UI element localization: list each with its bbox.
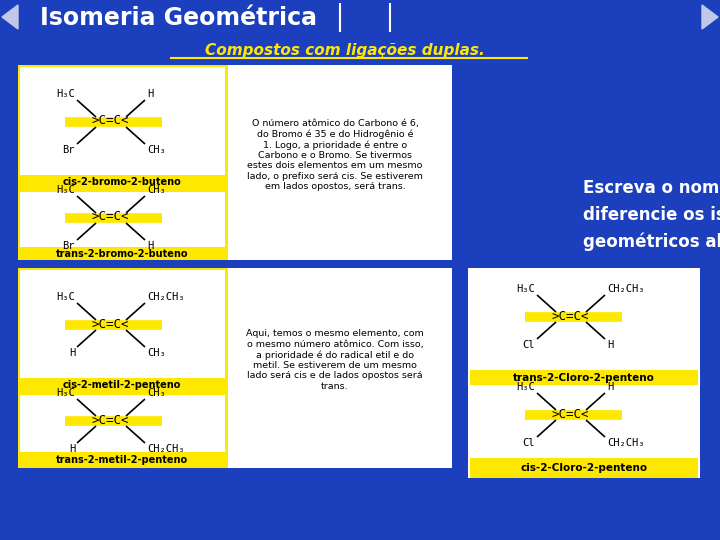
Text: H: H bbox=[68, 444, 75, 454]
Text: >C=C<: >C=C< bbox=[91, 318, 129, 330]
Text: Aqui, temos o mesmo elemento, com
o mesmo número atômico. Com isso,
a prioridade: Aqui, temos o mesmo elemento, com o mesm… bbox=[246, 329, 424, 391]
Text: H: H bbox=[607, 382, 613, 392]
Text: H₃C: H₃C bbox=[56, 292, 75, 302]
FancyBboxPatch shape bbox=[20, 395, 225, 460]
Text: CH₃: CH₃ bbox=[147, 145, 166, 155]
Text: CH₃: CH₃ bbox=[147, 185, 166, 195]
Text: CH₃: CH₃ bbox=[147, 388, 166, 398]
Text: H: H bbox=[607, 340, 613, 350]
Text: >C=C<: >C=C< bbox=[91, 414, 129, 427]
FancyBboxPatch shape bbox=[470, 458, 698, 478]
FancyBboxPatch shape bbox=[20, 192, 225, 257]
Text: CH₂CH₃: CH₂CH₃ bbox=[147, 292, 184, 302]
FancyBboxPatch shape bbox=[20, 247, 225, 260]
FancyBboxPatch shape bbox=[20, 67, 225, 175]
FancyBboxPatch shape bbox=[20, 452, 225, 468]
Text: >C=C<: >C=C< bbox=[91, 211, 129, 224]
FancyBboxPatch shape bbox=[18, 268, 452, 468]
Text: CH₂CH₃: CH₂CH₃ bbox=[607, 284, 644, 294]
Text: trans-2-Cloro-2-penteno: trans-2-Cloro-2-penteno bbox=[513, 373, 655, 383]
Text: CH₂CH₃: CH₂CH₃ bbox=[147, 444, 184, 454]
Text: H₃C: H₃C bbox=[56, 89, 75, 99]
Text: H₃C: H₃C bbox=[516, 284, 535, 294]
Text: >C=C<: >C=C< bbox=[552, 408, 589, 421]
Text: Isomeria Geométrica: Isomeria Geométrica bbox=[40, 6, 317, 30]
Text: H₃C: H₃C bbox=[56, 388, 75, 398]
Text: H₃C: H₃C bbox=[516, 382, 535, 392]
FancyBboxPatch shape bbox=[470, 370, 698, 385]
Text: Br: Br bbox=[63, 241, 75, 251]
FancyBboxPatch shape bbox=[18, 268, 228, 468]
Text: H: H bbox=[147, 89, 153, 99]
Text: >C=C<: >C=C< bbox=[91, 114, 129, 127]
Text: Br: Br bbox=[63, 145, 75, 155]
Text: H₃C: H₃C bbox=[56, 185, 75, 195]
Text: CH₃: CH₃ bbox=[147, 348, 166, 358]
Text: Cl: Cl bbox=[523, 340, 535, 350]
FancyBboxPatch shape bbox=[0, 0, 720, 35]
Text: trans-2-metil-2-penteno: trans-2-metil-2-penteno bbox=[56, 455, 188, 465]
Text: trans-2-bromo-2-buteno: trans-2-bromo-2-buteno bbox=[55, 249, 188, 259]
Text: cis-2-Cloro-2-penteno: cis-2-Cloro-2-penteno bbox=[521, 463, 647, 473]
Text: Compostos com ligações duplas.: Compostos com ligações duplas. bbox=[205, 43, 485, 57]
FancyBboxPatch shape bbox=[20, 378, 225, 392]
Text: CH₂CH₃: CH₂CH₃ bbox=[607, 438, 644, 448]
Polygon shape bbox=[2, 5, 18, 29]
FancyBboxPatch shape bbox=[468, 268, 700, 478]
Text: cis-2-metil-2-penteno: cis-2-metil-2-penteno bbox=[63, 380, 181, 390]
FancyBboxPatch shape bbox=[20, 270, 225, 378]
Text: Escreva o nome e
diferencie os isômeros
geométricos abaixo:: Escreva o nome e diferencie os isômeros … bbox=[583, 179, 720, 251]
Text: H: H bbox=[147, 241, 153, 251]
Polygon shape bbox=[702, 5, 718, 29]
Text: Cl: Cl bbox=[523, 438, 535, 448]
FancyBboxPatch shape bbox=[18, 65, 452, 260]
Text: O número atômico do Carbono é 6,
do Bromo é 35 e do Hidrogênio é
1. Logo, a prio: O número atômico do Carbono é 6, do Brom… bbox=[247, 119, 423, 191]
FancyBboxPatch shape bbox=[18, 65, 228, 260]
Text: cis-2-bromo-2-buteno: cis-2-bromo-2-buteno bbox=[63, 177, 181, 187]
FancyBboxPatch shape bbox=[20, 175, 225, 189]
Text: H: H bbox=[68, 348, 75, 358]
Text: >C=C<: >C=C< bbox=[552, 309, 589, 322]
